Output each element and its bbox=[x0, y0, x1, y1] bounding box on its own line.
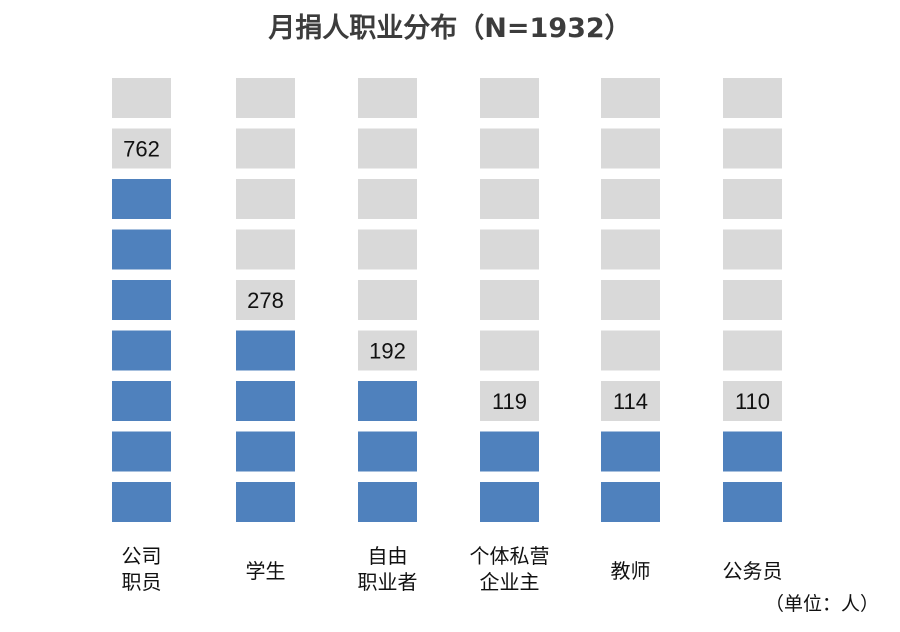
empty-block-1-6 bbox=[236, 179, 295, 219]
category-label-1-line-0: 学生 bbox=[246, 559, 286, 583]
empty-block-5-7 bbox=[723, 128, 782, 169]
filled-block-2-2 bbox=[358, 381, 417, 421]
empty-block-3-3 bbox=[480, 330, 539, 371]
value-label-0: 762 bbox=[123, 137, 160, 162]
filled-block-0-0 bbox=[112, 482, 171, 522]
column-5: 110 公务员 bbox=[723, 78, 783, 583]
category-label-5-line-0: 公务员 bbox=[723, 559, 783, 583]
filled-block-2-0 bbox=[358, 482, 417, 522]
filled-block-1-2 bbox=[236, 381, 295, 421]
value-label-4: 114 bbox=[613, 389, 648, 414]
value-label-2: 192 bbox=[369, 339, 406, 364]
empty-block-4-5 bbox=[601, 229, 660, 270]
filled-block-1-1 bbox=[236, 431, 295, 472]
filled-block-1-3 bbox=[236, 330, 295, 371]
filled-block-2-1 bbox=[358, 431, 417, 472]
empty-block-3-8 bbox=[480, 78, 539, 118]
category-label-3-line-0: 个体私营 bbox=[470, 544, 550, 568]
value-label-5: 110 bbox=[735, 389, 770, 414]
empty-block-3-2 bbox=[480, 381, 539, 421]
empty-block-3-7 bbox=[480, 128, 539, 169]
chart-title: 月捐人职业分布（N=1932） bbox=[267, 13, 631, 44]
empty-block-4-3 bbox=[601, 330, 660, 371]
empty-block-1-8 bbox=[236, 78, 295, 118]
empty-block-3-6 bbox=[480, 179, 539, 219]
empty-block-5-6 bbox=[723, 179, 782, 219]
filled-block-1-0 bbox=[236, 482, 295, 522]
category-label-2-line-0: 自由 bbox=[368, 544, 408, 568]
empty-block-2-5 bbox=[358, 229, 417, 270]
empty-block-2-4 bbox=[358, 280, 417, 320]
filled-block-4-1 bbox=[601, 431, 660, 472]
filled-block-0-1 bbox=[112, 431, 171, 472]
empty-block-0-8 bbox=[112, 78, 171, 118]
filled-block-3-0 bbox=[480, 482, 539, 522]
empty-block-4-4 bbox=[601, 280, 660, 320]
empty-block-2-6 bbox=[358, 179, 417, 219]
empty-block-2-8 bbox=[358, 78, 417, 118]
filled-block-0-5 bbox=[112, 229, 171, 270]
filled-block-0-4 bbox=[112, 280, 171, 320]
filled-block-0-3 bbox=[112, 330, 171, 371]
filled-block-3-1 bbox=[480, 431, 539, 472]
empty-block-3-5 bbox=[480, 229, 539, 270]
empty-block-2-3 bbox=[358, 330, 417, 371]
empty-block-3-4 bbox=[480, 280, 539, 320]
empty-block-0-7 bbox=[112, 128, 171, 169]
empty-block-5-5 bbox=[723, 229, 782, 270]
empty-block-4-7 bbox=[601, 128, 660, 169]
empty-block-4-6 bbox=[601, 179, 660, 219]
category-label-0-line-1: 职员 bbox=[122, 570, 162, 594]
value-label-1: 278 bbox=[247, 288, 284, 313]
category-label-4-line-0: 教师 bbox=[611, 559, 651, 583]
empty-block-5-8 bbox=[723, 78, 782, 118]
filled-block-5-0 bbox=[723, 482, 782, 522]
value-label-3: 119 bbox=[492, 389, 527, 414]
empty-block-4-8 bbox=[601, 78, 660, 118]
filled-block-4-0 bbox=[601, 482, 660, 522]
empty-block-1-4 bbox=[236, 280, 295, 320]
empty-block-5-2 bbox=[723, 381, 782, 421]
empty-block-5-3 bbox=[723, 330, 782, 371]
empty-block-5-4 bbox=[723, 280, 782, 320]
empty-block-4-2 bbox=[601, 381, 660, 421]
empty-block-1-5 bbox=[236, 229, 295, 270]
column-4: 114 教师 bbox=[601, 78, 660, 583]
category-label-2-line-1: 职业者 bbox=[358, 570, 418, 594]
category-label-3-line-1: 企业主 bbox=[480, 570, 540, 594]
empty-block-2-7 bbox=[358, 128, 417, 169]
filled-block-0-2 bbox=[112, 381, 171, 421]
column-1: 278 学生 bbox=[236, 78, 295, 583]
filled-block-0-6 bbox=[112, 179, 171, 219]
unit-note: （单位：人） bbox=[765, 593, 879, 615]
empty-block-1-7 bbox=[236, 128, 295, 169]
category-label-0-line-0: 公司 bbox=[122, 544, 162, 568]
filled-block-5-1 bbox=[723, 431, 782, 472]
